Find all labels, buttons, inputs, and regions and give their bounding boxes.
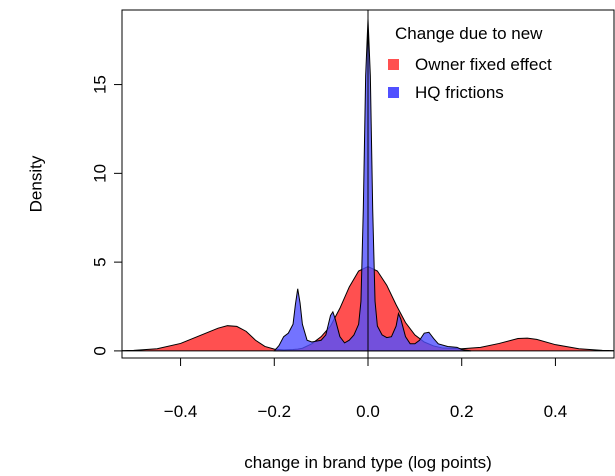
y-tick-label: 10 <box>91 164 110 183</box>
y-tick-label: 5 <box>91 257 110 266</box>
legend: Change due to new Owner fixed effect HQ f… <box>388 24 552 102</box>
x-tick-label: 0.2 <box>450 402 474 421</box>
x-axis-title: change in brand type (log points) <box>244 453 492 472</box>
y-tick-label: 15 <box>91 75 110 94</box>
x-tick-label: −0.2 <box>258 402 292 421</box>
y-axis-title: Density <box>27 155 46 212</box>
legend-swatch <box>388 59 399 70</box>
legend-entry-label: HQ frictions <box>415 83 504 102</box>
y-tick-label: 0 <box>91 346 110 355</box>
legend-swatch <box>388 87 399 98</box>
x-tick-label: 0.0 <box>356 402 380 421</box>
legend-entry-label: Owner fixed effect <box>415 55 552 74</box>
x-tick-label: −0.4 <box>164 402 198 421</box>
legend-title: Change due to new <box>395 24 543 43</box>
y-axis: 0 5 10 15 <box>91 75 122 356</box>
density-area-hq-frictions <box>273 18 472 352</box>
x-tick-label: 0.4 <box>544 402 568 421</box>
x-axis: −0.4 −0.2 0.0 0.2 0.4 <box>164 358 567 421</box>
